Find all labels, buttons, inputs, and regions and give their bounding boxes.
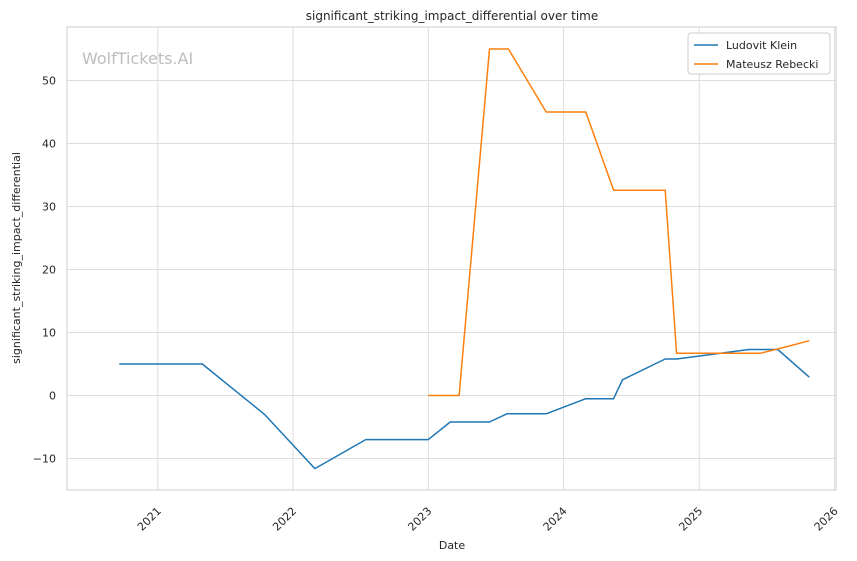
- watermark: WolfTickets.AI: [82, 49, 193, 68]
- series-layer: [119, 48, 810, 470]
- x-axis-ticks: 2021 2022 2023 2024 2025 2026: [135, 505, 841, 534]
- y-tick-label: 20: [42, 264, 56, 277]
- y-tick-label: 40: [42, 138, 56, 151]
- x-tick-label: 2025: [676, 505, 705, 534]
- chart-title: significant_striking_impact_differential…: [306, 9, 598, 23]
- x-tick-label: 2023: [405, 505, 434, 534]
- y-tick-label: 0: [49, 390, 56, 403]
- series-line-mateusz-rebecki: [428, 48, 810, 397]
- y-axis-label: significant_striking_impact_differential: [10, 152, 23, 364]
- y-tick-label: 50: [42, 75, 56, 88]
- grid: [67, 27, 836, 490]
- legend: Ludovit Klein Mateusz Rebecki: [687, 32, 831, 75]
- y-tick-label: 30: [42, 201, 56, 214]
- legend-label: Ludovit Klein: [726, 39, 797, 52]
- x-tick-label: 2026: [812, 505, 841, 534]
- y-tick-label: 10: [42, 327, 56, 340]
- plot-frame: [66, 26, 837, 491]
- y-axis-ticks: −10 0 10 20 30 40 50: [33, 75, 56, 466]
- x-axis-label: Date: [439, 539, 466, 552]
- x-tick-label: 2024: [541, 505, 570, 534]
- x-tick-label: 2021: [135, 505, 164, 534]
- legend-box: [687, 32, 831, 75]
- y-tick-label: −10: [33, 453, 56, 466]
- x-tick-label: 2022: [270, 505, 299, 534]
- series-line-ludovit-klein: [119, 348, 810, 470]
- legend-label: Mateusz Rebecki: [726, 58, 818, 71]
